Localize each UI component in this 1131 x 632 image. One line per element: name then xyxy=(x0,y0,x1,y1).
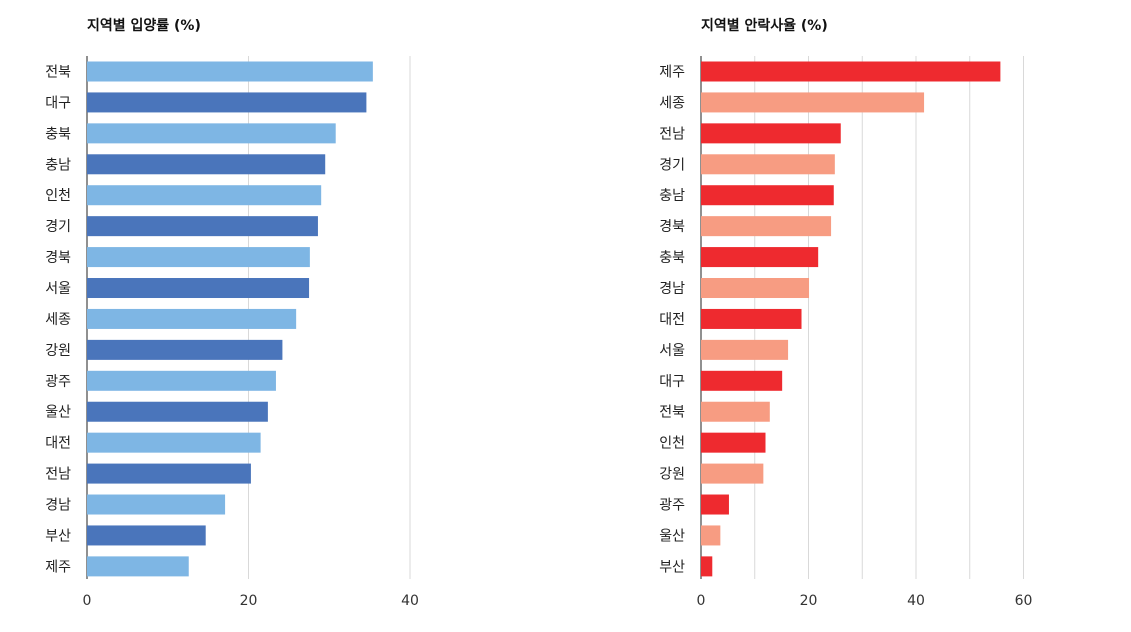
adoption-category-label: 경기 xyxy=(45,219,71,235)
adoption-category-label: 광주 xyxy=(45,374,71,390)
adoption-bar-충남 xyxy=(87,154,326,175)
euthanasia-x-tick-label: 60 xyxy=(1015,593,1033,609)
adoption-bar-경남 xyxy=(87,494,226,515)
adoption-bar-강원 xyxy=(87,339,283,360)
euthanasia-bar-부산 xyxy=(701,556,713,577)
euthanasia-category-label: 부산 xyxy=(659,559,685,575)
adoption-category-label: 제주 xyxy=(45,559,71,575)
adoption-category-label: 대구 xyxy=(45,95,71,111)
adoption-bar-대전 xyxy=(87,432,261,453)
adoption-category-label: 대전 xyxy=(45,436,71,452)
euthanasia-category-label: 세종 xyxy=(659,95,685,111)
adoption-category-label: 강원 xyxy=(45,343,71,359)
euthanasia-category-label: 제주 xyxy=(659,65,685,81)
adoption-bar-광주 xyxy=(87,370,276,391)
euthanasia-bar-인천 xyxy=(701,432,766,453)
euthanasia-category-label: 대구 xyxy=(659,374,685,390)
euthanasia-bar-울산 xyxy=(701,525,721,546)
adoption-bar-울산 xyxy=(87,401,268,422)
euthanasia-category-label: 울산 xyxy=(659,528,685,544)
adoption-x-tick-label: 40 xyxy=(401,593,419,609)
adoption-category-label: 인천 xyxy=(45,188,71,204)
adoption-category-label: 서울 xyxy=(45,281,71,297)
euthanasia-bar-대전 xyxy=(701,308,802,329)
euthanasia-category-label: 충남 xyxy=(659,188,685,204)
adoption-bar-대구 xyxy=(87,92,367,113)
adoption-chart-title: 지역별 입양률 (%) xyxy=(87,17,201,34)
adoption-x-tick-label: 20 xyxy=(240,593,258,609)
euthanasia-x-tick-label: 20 xyxy=(800,593,818,609)
adoption-bar-전북 xyxy=(87,61,373,82)
adoption-category-label: 부산 xyxy=(45,528,71,544)
euthanasia-x-tick-label: 40 xyxy=(907,593,925,609)
euthanasia-bar-전북 xyxy=(701,401,770,422)
adoption-category-label: 경북 xyxy=(45,250,71,266)
adoption-category-label: 전남 xyxy=(45,467,71,483)
euthanasia-bar-경기 xyxy=(701,154,835,175)
adoption-bar-서울 xyxy=(87,278,310,299)
euthanasia-x-tick-label: 0 xyxy=(697,593,706,609)
euthanasia-bar-충북 xyxy=(701,247,819,268)
adoption-bar-경북 xyxy=(87,247,310,268)
adoption-category-label: 세종 xyxy=(45,312,71,328)
euthanasia-category-label: 전남 xyxy=(659,126,685,142)
adoption-bar-부산 xyxy=(87,525,206,546)
euthanasia-category-label: 경남 xyxy=(659,281,685,297)
euthanasia-category-label: 충북 xyxy=(659,250,685,266)
adoption-category-label: 충남 xyxy=(45,157,71,173)
euthanasia-category-label: 경기 xyxy=(659,157,685,173)
euthanasia-rate-chart: 지역별 안락사율 (%) 제주세종전남경기충남경북충북경남대전서울대구전북인천강… xyxy=(659,17,1032,609)
euthanasia-chart-title: 지역별 안락사율 (%) xyxy=(701,17,828,34)
euthanasia-category-label: 인천 xyxy=(659,436,685,452)
euthanasia-bar-경북 xyxy=(701,216,832,237)
adoption-category-label: 충북 xyxy=(45,126,71,142)
adoption-bar-충북 xyxy=(87,123,336,144)
euthanasia-bar-광주 xyxy=(701,494,729,515)
adoption-rate-chart: 지역별 입양률 (%) 전북대구충북충남인천경기경북서울세종강원광주울산대전전남… xyxy=(45,17,419,609)
euthanasia-bar-대구 xyxy=(701,370,783,391)
euthanasia-category-label: 서울 xyxy=(659,343,685,359)
euthanasia-bar-서울 xyxy=(701,339,789,360)
adoption-category-label: 울산 xyxy=(45,405,71,421)
euthanasia-bar-전남 xyxy=(701,123,841,144)
euthanasia-bar-경남 xyxy=(701,278,810,299)
adoption-bar-전남 xyxy=(87,463,251,484)
euthanasia-category-label: 대전 xyxy=(659,312,685,328)
euthanasia-category-label: 강원 xyxy=(659,467,685,483)
adoption-bar-인천 xyxy=(87,185,322,206)
euthanasia-bar-강원 xyxy=(701,463,764,484)
adoption-x-tick-label: 0 xyxy=(83,593,92,609)
euthanasia-category-label: 전북 xyxy=(659,405,685,421)
adoption-category-label: 전북 xyxy=(45,65,71,81)
adoption-category-label: 경남 xyxy=(45,498,71,514)
adoption-bar-경기 xyxy=(87,216,318,237)
adoption-bar-제주 xyxy=(87,556,189,577)
adoption-bar-세종 xyxy=(87,308,297,329)
euthanasia-bar-세종 xyxy=(701,92,925,113)
euthanasia-bar-충남 xyxy=(701,185,834,206)
euthanasia-category-label: 경북 xyxy=(659,219,685,235)
euthanasia-bar-제주 xyxy=(701,61,1001,82)
euthanasia-category-label: 광주 xyxy=(659,498,685,514)
